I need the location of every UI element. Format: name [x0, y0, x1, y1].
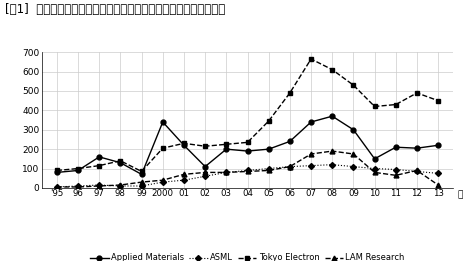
ASML [287, 165, 293, 168]
Applied Materials [181, 144, 187, 147]
Applied Materials [266, 147, 271, 151]
Text: [図1]  世界の主要半導体装備企業による年度別の韓国特許出願動向: [図1] 世界の主要半導体装備企業による年度別の韓国特許出願動向 [5, 3, 225, 16]
Applied Materials [351, 128, 356, 131]
LAM Research [266, 169, 271, 172]
Tokyo Electron [75, 167, 81, 170]
LAM Research [118, 183, 123, 187]
LAM Research [351, 152, 356, 156]
Applied Materials [54, 171, 60, 174]
LAM Research [329, 150, 335, 153]
Tokyo Electron [351, 84, 356, 87]
LAM Research [287, 165, 293, 168]
Text: 年: 年 [457, 191, 462, 200]
LAM Research [308, 152, 314, 156]
Tokyo Electron [287, 91, 293, 94]
ASML [96, 183, 102, 187]
ASML [329, 163, 335, 166]
Tokyo Electron [118, 159, 123, 162]
ASML [351, 165, 356, 168]
ASML [266, 167, 271, 170]
Tokyo Electron [181, 142, 187, 145]
Tokyo Electron [160, 147, 166, 150]
Applied Materials [372, 157, 377, 161]
Line: LAM Research: LAM Research [55, 149, 440, 189]
LAM Research [393, 174, 399, 177]
Tokyo Electron [372, 105, 377, 108]
LAM Research [372, 171, 377, 174]
Tokyo Electron [54, 169, 60, 172]
LAM Research [224, 171, 229, 174]
Tokyo Electron [245, 141, 250, 144]
Line: Applied Materials: Applied Materials [55, 114, 440, 177]
Legend: Applied Materials, ASML, Tokyo Electron, LAM Research: Applied Materials, ASML, Tokyo Electron,… [90, 253, 405, 261]
LAM Research [435, 183, 441, 187]
ASML [372, 167, 377, 170]
Applied Materials [308, 120, 314, 123]
Applied Materials [224, 147, 229, 151]
ASML [54, 185, 60, 188]
Tokyo Electron [308, 57, 314, 61]
Tokyo Electron [329, 68, 335, 71]
Applied Materials [393, 146, 399, 149]
Applied Materials [160, 120, 166, 123]
Tokyo Electron [414, 91, 420, 94]
ASML [202, 175, 208, 178]
ASML [160, 181, 166, 184]
Tokyo Electron [202, 145, 208, 148]
Applied Materials [75, 169, 81, 172]
ASML [75, 185, 81, 188]
LAM Research [181, 173, 187, 176]
ASML [393, 168, 399, 171]
Line: Tokyo Electron: Tokyo Electron [55, 57, 440, 174]
LAM Research [160, 179, 166, 182]
Tokyo Electron [139, 170, 144, 173]
Applied Materials [435, 144, 441, 147]
Tokyo Electron [224, 143, 229, 146]
LAM Research [139, 181, 144, 184]
Applied Materials [414, 147, 420, 150]
LAM Research [202, 171, 208, 174]
Tokyo Electron [96, 164, 102, 167]
LAM Research [75, 185, 81, 188]
LAM Research [414, 169, 420, 172]
Applied Materials [329, 115, 335, 118]
Applied Materials [96, 155, 102, 158]
ASML [224, 171, 229, 174]
ASML [245, 169, 250, 172]
Applied Materials [139, 173, 144, 176]
ASML [308, 164, 314, 167]
LAM Research [54, 185, 60, 188]
ASML [118, 185, 123, 188]
ASML [139, 185, 144, 188]
ASML [181, 179, 187, 182]
Applied Materials [287, 140, 293, 143]
LAM Research [245, 170, 250, 173]
ASML [414, 170, 420, 173]
Applied Materials [245, 150, 250, 153]
Applied Materials [202, 165, 208, 168]
Applied Materials [118, 161, 123, 164]
Tokyo Electron [266, 120, 271, 123]
Line: ASML: ASML [55, 163, 440, 189]
Tokyo Electron [393, 103, 399, 106]
LAM Research [96, 185, 102, 188]
ASML [435, 172, 441, 175]
Tokyo Electron [435, 99, 441, 102]
